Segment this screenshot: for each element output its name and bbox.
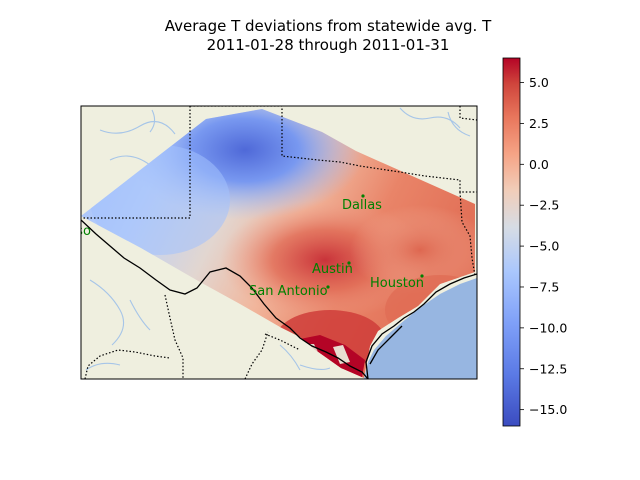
city-dot-houston [420,274,424,278]
gulf-of-mexico [364,278,477,379]
chart-title-line-2: 2011-01-28 through 2011-01-31 [207,36,450,54]
city-label-dallas: Dallas [342,198,382,213]
colorbar-tick-label: −10.0 [529,320,567,335]
colorbar-tick-label: −5.0 [529,239,559,254]
colorbar-tick-label: 0.0 [529,157,549,172]
coastline-and-border [81,219,477,379]
colorbar: 5.0 2.5 0.0 −2.5 −5.0 −7.5 −10.0 −12.5 −15.0 [502,57,567,427]
city-label-houston: Houston [370,276,424,291]
city-el-paso: El Paso [45,224,91,239]
colorbar-tick-label: 5.0 [529,75,549,90]
city-austin: Austin [312,261,353,277]
city-dot-san-antonio [326,285,330,289]
city-houston: Houston [370,274,424,291]
city-dot-dallas [361,194,365,198]
rivers [85,107,471,371]
colorbar-tick-label: −7.5 [529,279,559,294]
colorbar-ticks: 5.0 2.5 0.0 −2.5 −5.0 −7.5 −10.0 −12.5 −15.0 [520,75,567,417]
city-dot-austin [347,261,351,265]
map-frame [80,105,478,380]
city-label-austin: Austin [312,262,353,277]
city-label-san-antonio: San Antonio [249,284,328,299]
colorbar-tick-label: −2.5 [529,198,559,213]
state-borders [81,106,477,379]
city-label-el-paso: El Paso [45,224,91,239]
colorbar-tick-label: −12.5 [529,361,567,376]
colorbar-gradient [502,57,521,427]
city-markers: El Paso Dallas Austin Houston San Antoni… [45,194,424,299]
map-panel: El Paso Dallas Austin Houston San Antoni… [45,106,477,379]
city-dallas: Dallas [342,194,382,213]
city-san-antonio: San Antonio [249,284,330,299]
chart-title-line-1: Average T deviations from statewide avg.… [165,17,492,35]
colorbar-tick-label: 2.5 [529,116,549,131]
colorbar-tick-label: −15.0 [529,402,567,417]
